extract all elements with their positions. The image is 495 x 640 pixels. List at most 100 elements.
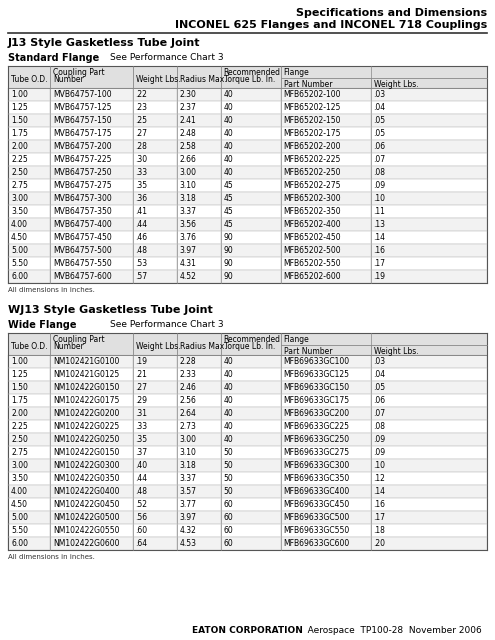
Bar xyxy=(177,381,221,394)
Bar xyxy=(177,407,221,420)
Text: 45: 45 xyxy=(224,181,234,190)
Text: 1.50: 1.50 xyxy=(11,116,28,125)
Bar xyxy=(133,459,177,472)
Text: .29: .29 xyxy=(136,396,148,405)
Bar xyxy=(371,192,487,205)
Text: 2.30: 2.30 xyxy=(180,90,197,99)
Text: 40: 40 xyxy=(224,435,234,444)
Bar xyxy=(281,244,371,257)
Text: 90: 90 xyxy=(224,272,234,281)
Text: 45: 45 xyxy=(224,194,234,203)
Text: .56: .56 xyxy=(136,513,148,522)
Text: 60: 60 xyxy=(224,500,234,509)
Text: 90: 90 xyxy=(224,246,234,255)
Bar xyxy=(8,114,50,127)
Text: Radius Max.: Radius Max. xyxy=(180,75,226,84)
Bar xyxy=(177,433,221,446)
Text: MVB64757-175: MVB64757-175 xyxy=(53,129,112,138)
Bar xyxy=(8,192,50,205)
Bar xyxy=(50,101,133,114)
Bar xyxy=(221,333,281,355)
Bar xyxy=(281,257,371,270)
Text: INCONEL 625 Flanges and INCONEL 718 Couplings: INCONEL 625 Flanges and INCONEL 718 Coup… xyxy=(175,20,487,30)
Bar xyxy=(371,511,487,524)
Bar xyxy=(281,345,371,355)
Text: .18: .18 xyxy=(374,526,386,535)
Bar xyxy=(8,127,50,140)
Text: .27: .27 xyxy=(136,383,148,392)
Bar xyxy=(177,88,221,101)
Bar xyxy=(177,524,221,537)
Text: NM102421G0125: NM102421G0125 xyxy=(53,370,119,379)
Bar xyxy=(133,333,177,355)
Text: 5.50: 5.50 xyxy=(11,259,28,268)
Bar xyxy=(177,166,221,179)
Bar xyxy=(221,537,281,550)
Text: .30: .30 xyxy=(136,155,148,164)
Text: Torque Lb. In.: Torque Lb. In. xyxy=(224,75,275,84)
Bar xyxy=(50,231,133,244)
Text: MFB69633GC175: MFB69633GC175 xyxy=(284,396,349,405)
Bar xyxy=(8,333,50,355)
Bar xyxy=(50,127,133,140)
Text: NM102422G0450: NM102422G0450 xyxy=(53,500,120,509)
Bar xyxy=(133,205,177,218)
Bar xyxy=(50,381,133,394)
Bar xyxy=(133,407,177,420)
Text: .05: .05 xyxy=(374,129,386,138)
Bar xyxy=(133,244,177,257)
Bar xyxy=(177,192,221,205)
Bar xyxy=(371,485,487,498)
Text: .33: .33 xyxy=(136,168,148,177)
Text: 3.50: 3.50 xyxy=(11,207,28,216)
Bar xyxy=(371,394,487,407)
Text: 40: 40 xyxy=(224,103,234,112)
Text: .35: .35 xyxy=(136,181,148,190)
Bar xyxy=(177,153,221,166)
Text: MFB65202-550: MFB65202-550 xyxy=(284,259,341,268)
Bar xyxy=(281,205,371,218)
Text: 2.66: 2.66 xyxy=(180,155,197,164)
Text: 3.00: 3.00 xyxy=(180,435,197,444)
Bar xyxy=(221,394,281,407)
Bar xyxy=(371,127,487,140)
Text: NM102422G0175: NM102422G0175 xyxy=(53,396,119,405)
Text: 3.37: 3.37 xyxy=(180,474,197,483)
Bar xyxy=(371,537,487,550)
Text: .07: .07 xyxy=(374,155,386,164)
Text: 40: 40 xyxy=(224,357,234,366)
Bar xyxy=(177,244,221,257)
Text: MFB65202-275: MFB65202-275 xyxy=(284,181,341,190)
Bar xyxy=(221,66,281,88)
Text: EATON CORPORATION: EATON CORPORATION xyxy=(192,626,302,635)
Text: .41: .41 xyxy=(136,207,148,216)
Text: NM102422G0400: NM102422G0400 xyxy=(53,487,120,496)
Text: .08: .08 xyxy=(374,168,386,177)
Bar xyxy=(281,153,371,166)
Text: MVB64757-100: MVB64757-100 xyxy=(53,90,112,99)
Text: .31: .31 xyxy=(136,409,148,418)
Text: .14: .14 xyxy=(374,487,386,496)
Bar xyxy=(8,446,50,459)
Text: .04: .04 xyxy=(374,103,386,112)
Text: Part Number: Part Number xyxy=(284,80,332,89)
Bar xyxy=(8,140,50,153)
Text: 1.50: 1.50 xyxy=(11,383,28,392)
Text: 5.00: 5.00 xyxy=(11,246,28,255)
Text: 3.97: 3.97 xyxy=(180,246,197,255)
Bar xyxy=(133,355,177,368)
Text: .40: .40 xyxy=(136,461,148,470)
Text: MVB64757-450: MVB64757-450 xyxy=(53,233,112,242)
Text: MFB65202-400: MFB65202-400 xyxy=(284,220,341,229)
Bar xyxy=(371,524,487,537)
Bar xyxy=(281,537,371,550)
Text: 2.56: 2.56 xyxy=(180,396,197,405)
Text: 4.00: 4.00 xyxy=(11,487,28,496)
Text: 2.41: 2.41 xyxy=(180,116,197,125)
Text: .60: .60 xyxy=(136,526,148,535)
Text: MFB69633GC125: MFB69633GC125 xyxy=(284,370,349,379)
Bar xyxy=(281,524,371,537)
Bar xyxy=(133,472,177,485)
Text: All dimensions in inches.: All dimensions in inches. xyxy=(8,287,95,293)
Text: .27: .27 xyxy=(136,129,148,138)
